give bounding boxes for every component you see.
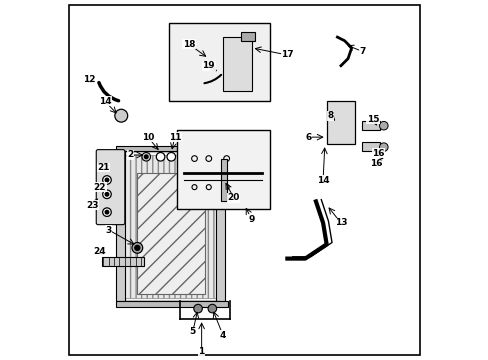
Text: 20: 20 bbox=[227, 193, 240, 202]
Circle shape bbox=[142, 153, 150, 161]
Text: 17: 17 bbox=[281, 50, 293, 59]
Circle shape bbox=[105, 210, 108, 214]
FancyArrowPatch shape bbox=[99, 82, 118, 101]
Circle shape bbox=[193, 304, 202, 313]
Text: 23: 23 bbox=[86, 201, 99, 210]
Text: 6: 6 bbox=[305, 132, 311, 141]
Text: 16: 16 bbox=[371, 149, 384, 158]
Bar bbox=[116, 152, 124, 301]
Bar bbox=[362, 143, 380, 152]
Circle shape bbox=[102, 190, 111, 199]
Text: 12: 12 bbox=[82, 76, 95, 85]
Circle shape bbox=[166, 153, 175, 161]
Text: 9: 9 bbox=[248, 215, 254, 224]
Text: 4: 4 bbox=[220, 331, 226, 340]
Text: 1: 1 bbox=[198, 347, 204, 356]
Text: 24: 24 bbox=[93, 247, 106, 256]
Circle shape bbox=[379, 143, 387, 152]
Bar bbox=[326, 102, 354, 144]
Circle shape bbox=[156, 153, 164, 161]
Circle shape bbox=[105, 178, 108, 182]
Text: 14: 14 bbox=[316, 176, 329, 185]
Circle shape bbox=[132, 243, 142, 253]
Text: 22: 22 bbox=[93, 183, 106, 192]
Text: 16: 16 bbox=[370, 159, 382, 168]
Text: 7: 7 bbox=[359, 47, 365, 56]
Text: 14: 14 bbox=[99, 97, 111, 106]
Circle shape bbox=[207, 304, 216, 313]
Text: 2: 2 bbox=[127, 150, 133, 159]
Circle shape bbox=[135, 246, 140, 250]
Bar bbox=[102, 257, 144, 266]
Bar bbox=[221, 158, 226, 202]
Text: 5: 5 bbox=[189, 327, 195, 336]
Circle shape bbox=[105, 193, 108, 196]
Circle shape bbox=[102, 208, 111, 216]
Bar bbox=[137, 173, 205, 294]
Bar bbox=[362, 121, 380, 130]
Bar bbox=[216, 152, 224, 301]
Bar bbox=[116, 301, 228, 307]
Bar bbox=[124, 155, 216, 298]
Bar bbox=[241, 32, 255, 41]
Bar bbox=[169, 23, 269, 102]
Bar bbox=[176, 130, 269, 208]
Bar bbox=[223, 37, 251, 91]
FancyBboxPatch shape bbox=[96, 150, 124, 225]
Bar bbox=[116, 146, 228, 152]
Text: 13: 13 bbox=[334, 219, 346, 228]
Circle shape bbox=[379, 121, 387, 130]
Text: 11: 11 bbox=[168, 132, 181, 141]
Text: 19: 19 bbox=[202, 61, 215, 70]
Text: 15: 15 bbox=[366, 115, 379, 124]
Text: 21: 21 bbox=[97, 163, 109, 172]
Circle shape bbox=[102, 176, 111, 184]
Circle shape bbox=[144, 155, 148, 158]
Circle shape bbox=[115, 109, 127, 122]
Bar bbox=[121, 152, 219, 301]
Text: 18: 18 bbox=[183, 40, 195, 49]
Text: 3: 3 bbox=[105, 225, 112, 234]
Text: 8: 8 bbox=[326, 111, 333, 120]
Text: 10: 10 bbox=[142, 132, 154, 141]
